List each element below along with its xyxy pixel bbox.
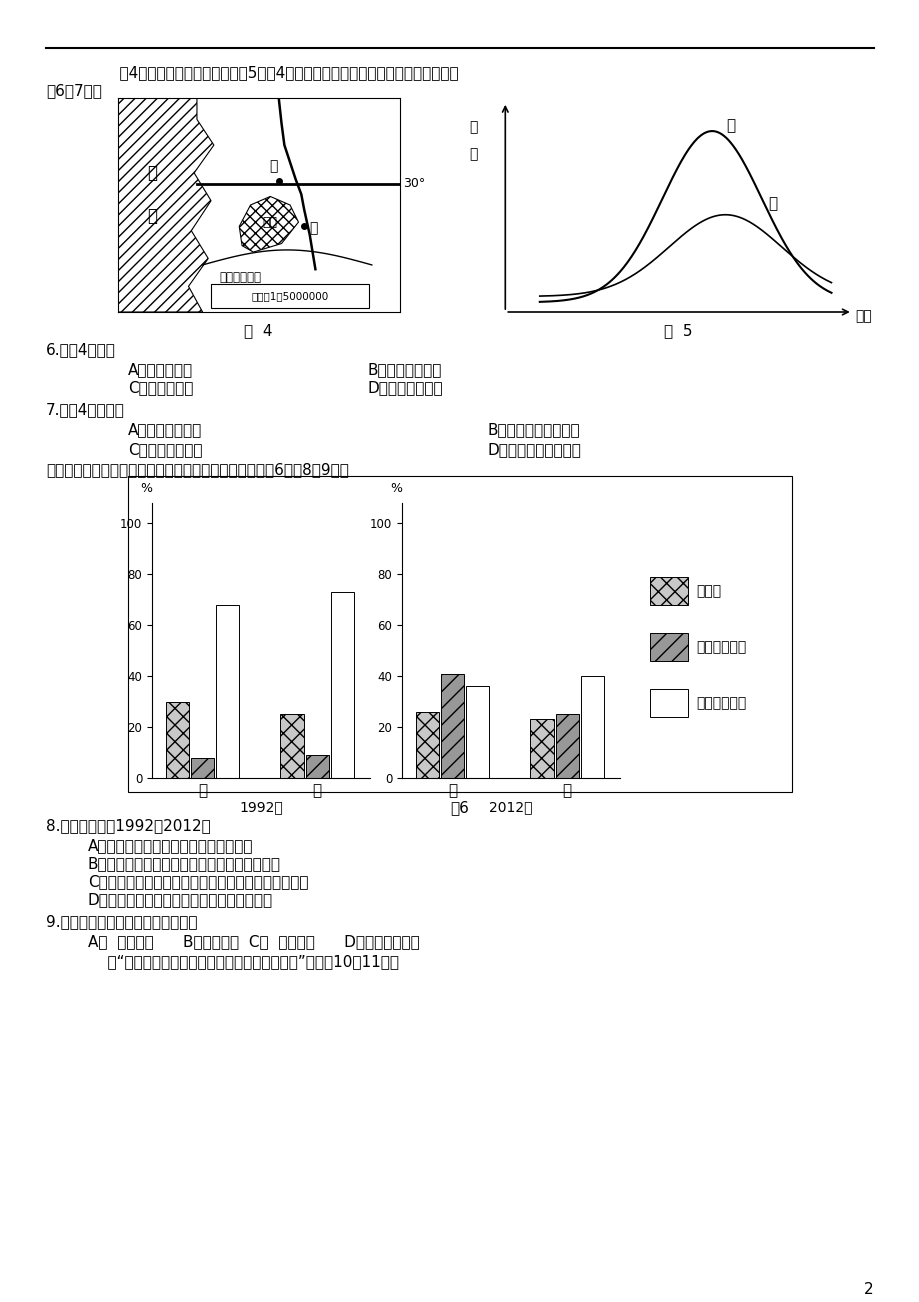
Polygon shape xyxy=(118,98,213,312)
Text: 甲: 甲 xyxy=(268,159,277,173)
Text: 乙: 乙 xyxy=(767,195,777,211)
Bar xyxy=(305,755,328,779)
X-axis label: 2012年: 2012年 xyxy=(489,801,532,815)
Bar xyxy=(440,673,463,779)
Text: A．甲、乙两城市老城区人口均有所减少: A．甲、乙两城市老城区人口均有所减少 xyxy=(88,838,254,853)
Text: 下图为我国两城市不同年份的人口分布构成示意图，读图6回哈8～9题。: 下图为我国两城市不同年份的人口分布构成示意图，读图6回哈8～9题。 xyxy=(46,462,348,477)
Text: 量: 量 xyxy=(469,147,477,161)
Text: 湖泊: 湖泊 xyxy=(263,216,278,229)
Bar xyxy=(580,676,604,779)
Bar xyxy=(555,715,578,779)
Text: 海: 海 xyxy=(147,164,156,182)
Text: C．受信风控制: C．受信风控制 xyxy=(128,380,193,395)
Text: 洋: 洋 xyxy=(147,207,156,225)
Text: C．甲城市近郊和新城区人口比重变化幅度比乙城市大: C．甲城市近郊和新城区人口比重变化幅度比乙城市大 xyxy=(88,874,308,889)
Text: 图6: 图6 xyxy=(450,799,469,815)
Bar xyxy=(529,720,553,779)
Text: A．地处北半球: A．地处北半球 xyxy=(128,362,193,378)
Text: 乙: 乙 xyxy=(310,221,318,236)
Text: 月份: 月份 xyxy=(854,309,870,323)
Bar xyxy=(216,605,239,779)
Text: 甲: 甲 xyxy=(725,118,734,133)
Text: D．流量季节变化较小: D．流量季节变化较小 xyxy=(487,441,581,457)
Text: %: % xyxy=(390,482,403,495)
Bar xyxy=(650,689,687,717)
Text: B．甲城市老城区人口比重变化幅度比乙城市小: B．甲城市老城区人口比重变化幅度比乙城市小 xyxy=(88,855,280,871)
Bar xyxy=(650,577,687,605)
Bar xyxy=(331,592,354,779)
Text: %: % xyxy=(141,482,153,495)
Text: 老城区: 老城区 xyxy=(696,585,720,598)
Text: 比例尺1：5000000: 比例尺1：5000000 xyxy=(251,290,328,301)
Bar xyxy=(190,758,214,779)
Text: 8.　图中显示，1992～2012年: 8. 图中显示，1992～2012年 xyxy=(46,818,210,833)
Text: D．此时降水较多: D．此时降水较多 xyxy=(368,380,443,395)
Text: D．甲、乙两城市远郊区县人口数量比较接近: D．甲、乙两城市远郊区县人口数量比较接近 xyxy=(88,892,273,907)
Text: 读“某区域海平面等压线（单位：百帕）分布图”，回畇10～11题。: 读“某区域海平面等压线（单位：百帕）分布图”，回畇10～11题。 xyxy=(88,954,399,969)
Text: A．西北流向东南: A．西北流向东南 xyxy=(128,422,202,437)
X-axis label: 1992年: 1992年 xyxy=(239,801,282,815)
Bar xyxy=(415,712,438,779)
Text: B．沿岸暖流经过: B．沿岸暖流经过 xyxy=(368,362,442,378)
Bar xyxy=(210,284,369,307)
Bar xyxy=(128,477,791,792)
Text: 2: 2 xyxy=(864,1282,873,1297)
Text: C．秋冬发生凌汛: C．秋冬发生凌汛 xyxy=(128,441,202,457)
Text: A．  初期阶段      B．中期阶段  C．  后期阶段      D．逆城市化阶段: A． 初期阶段 B．中期阶段 C． 后期阶段 D．逆城市化阶段 xyxy=(88,934,419,949)
Polygon shape xyxy=(239,197,298,253)
Bar xyxy=(165,702,188,779)
Text: 近郊和新城区: 近郊和新城区 xyxy=(696,641,745,654)
Text: B．此时接受湖泊补给: B．此时接受湖泊补给 xyxy=(487,422,580,437)
Bar xyxy=(650,633,687,661)
Text: 图  5: 图 5 xyxy=(663,323,691,339)
Text: 图4所示区域陆地地势平坦，图5为图4中河流甲、乙两处的年径流量曲线。读图回: 图4所示区域陆地地势平坦，图5为图4中河流甲、乙两处的年径流量曲线。读图回 xyxy=(100,65,459,79)
Bar xyxy=(466,686,489,779)
Text: 最冷月等温线: 最冷月等温线 xyxy=(220,271,261,284)
Bar xyxy=(280,715,303,779)
Text: 卷6～7题。: 卷6～7题。 xyxy=(46,83,102,98)
Text: 6.　图4地区：: 6. 图4地区： xyxy=(46,342,116,357)
Text: 流: 流 xyxy=(469,120,477,134)
Text: 30°: 30° xyxy=(403,177,425,190)
Text: 图  4: 图 4 xyxy=(244,323,272,339)
Text: 9.　甲、乙两城市处于城市化进程的: 9. 甲、乙两城市处于城市化进程的 xyxy=(46,914,198,930)
Text: 7.　图4中的河流: 7. 图4中的河流 xyxy=(46,402,125,417)
Text: 远郊区、县区: 远郊区、县区 xyxy=(696,697,745,710)
